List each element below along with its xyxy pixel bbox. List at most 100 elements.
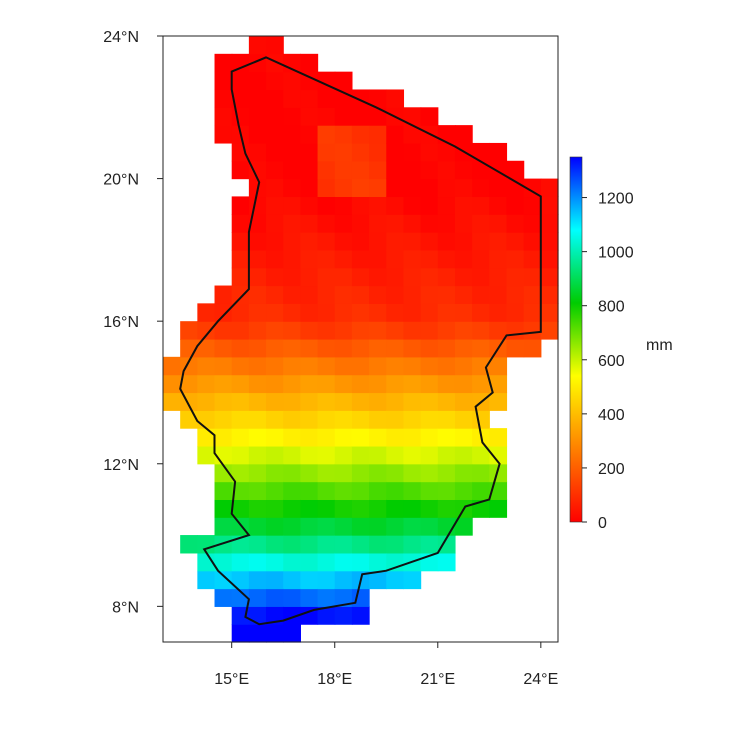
grid-cell	[214, 71, 233, 91]
grid-cell	[317, 321, 336, 340]
grid-cell	[420, 517, 439, 536]
grid-cell	[472, 160, 490, 180]
grid-cell	[420, 107, 439, 126]
grid-cell	[489, 463, 508, 483]
grid-cell	[403, 517, 422, 536]
grid-cell	[420, 249, 439, 269]
grid-cell	[437, 214, 456, 233]
grid-cell	[231, 160, 250, 180]
grid-cell	[214, 499, 233, 518]
grid-cell	[420, 214, 439, 233]
grid-cell	[214, 481, 233, 501]
grid-cell	[386, 517, 405, 536]
grid-cell	[489, 178, 508, 198]
grid-cell	[300, 481, 319, 501]
grid-cell	[231, 481, 250, 501]
grid-cell	[523, 249, 542, 269]
lon-tick-label: 21°E	[420, 671, 455, 688]
grid-cell	[300, 178, 319, 198]
grid-cell	[283, 535, 301, 554]
grid-cell	[248, 463, 267, 483]
grid-cell	[437, 339, 456, 358]
grid-cell	[266, 356, 284, 376]
grid-cell	[369, 445, 387, 465]
grid-cell	[248, 356, 267, 376]
grid-cell	[386, 499, 405, 518]
grid-cell	[248, 321, 267, 340]
grid-cell	[231, 214, 250, 233]
grid-cell	[300, 232, 319, 251]
grid-cell	[489, 267, 508, 287]
grid-cell	[420, 303, 439, 322]
grid-cell	[386, 410, 405, 429]
grid-cell	[231, 356, 250, 376]
grid-cell	[283, 588, 301, 607]
grid-cell	[403, 249, 422, 269]
grid-cell	[214, 321, 233, 340]
grid-cell	[454, 517, 473, 536]
grid-cell	[248, 570, 267, 590]
grid-cell	[369, 392, 387, 411]
grid-cell	[489, 428, 508, 447]
grid-cell	[369, 410, 387, 429]
grid-cell	[266, 36, 284, 55]
grid-cell	[369, 160, 387, 180]
grid-cell	[351, 374, 370, 394]
grid-cell	[351, 445, 370, 465]
grid-cell	[317, 374, 336, 394]
grid-cell	[231, 428, 250, 447]
grid-cell	[248, 196, 267, 215]
grid-cell	[266, 499, 284, 518]
grid-cell	[454, 410, 473, 429]
grid-cell	[334, 445, 353, 465]
grid-cell	[454, 321, 473, 340]
grid-cell	[266, 303, 284, 322]
grid-cell	[334, 321, 353, 340]
grid-cell	[403, 178, 422, 198]
grid-cell	[283, 445, 301, 465]
grid-cell	[317, 428, 336, 447]
latitude-axis: 24°N 20°N 16°N 12°N 8°N	[103, 29, 163, 616]
grid-cell	[540, 267, 559, 287]
grid-cell	[317, 71, 336, 91]
grid-cell	[180, 535, 198, 554]
grid-cell	[266, 160, 284, 180]
grid-cell	[334, 356, 353, 376]
grid-cell	[231, 445, 250, 465]
grid-cell	[266, 178, 284, 198]
grid-cell	[334, 232, 353, 251]
grid-cell	[489, 356, 508, 376]
grid-cell	[420, 232, 439, 251]
grid-cell	[403, 392, 422, 411]
lat-tick-label: 12°N	[103, 457, 139, 474]
grid-cell	[231, 552, 250, 572]
grid-cell	[437, 196, 456, 215]
grid-cell	[317, 285, 336, 304]
grid-cell	[420, 374, 439, 394]
grid-cell	[248, 552, 267, 572]
grid-cell	[317, 517, 336, 536]
grid-cell	[437, 142, 456, 162]
grid-cell	[317, 606, 336, 625]
grid-cell	[266, 552, 284, 572]
grid-cell	[540, 321, 559, 340]
lon-tick-label: 18°E	[317, 671, 352, 688]
grid-cell	[283, 71, 301, 91]
grid-cell	[489, 392, 508, 411]
grid-cell	[437, 178, 456, 198]
grid-cell	[214, 356, 233, 376]
grid-cell	[317, 142, 336, 162]
grid-cell	[472, 142, 490, 162]
grid-cell	[283, 517, 301, 536]
colorbar-tick-label: 800	[598, 299, 625, 316]
grid-cell	[317, 178, 336, 198]
grid-cell	[369, 267, 387, 287]
grid-cell	[231, 53, 250, 73]
grid-cell	[248, 89, 267, 108]
grid-cell	[300, 303, 319, 322]
grid-cell	[403, 481, 422, 501]
grid-cell	[540, 285, 559, 304]
lat-tick-label: 8°N	[112, 599, 139, 616]
colorbar-tick-label: 0	[598, 515, 607, 532]
grid-cell	[317, 535, 336, 554]
